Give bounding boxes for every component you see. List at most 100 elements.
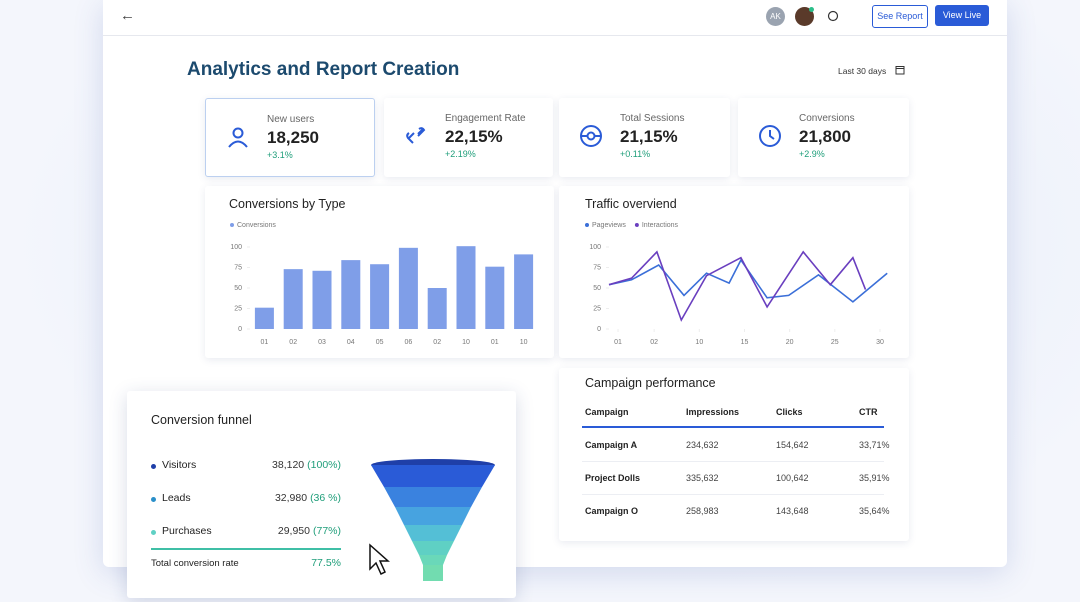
x-tick-label: 04 xyxy=(347,339,355,346)
view-live-button[interactable]: View Live xyxy=(935,5,989,26)
avatar[interactable]: AK xyxy=(766,7,785,26)
step-label: Visitors xyxy=(162,459,197,471)
kpi-value: 22,15% xyxy=(445,127,503,146)
kpi-value: 18,250 xyxy=(267,128,319,147)
table-cell: 35,64% xyxy=(859,506,890,516)
step-count: 32,980 xyxy=(274,492,308,504)
step-dot xyxy=(151,464,156,469)
bar-chart: 0 25 50 75 100 Conversions 01 02 03 04 05 06 02 10 01 1… xyxy=(230,222,534,346)
y-tick-label: 100 xyxy=(230,244,242,251)
y-tick-label: 25 xyxy=(234,305,242,312)
kpi-card: Total Sessions 21,15% +0.11% xyxy=(559,98,730,177)
x-tick-label: 01 xyxy=(491,339,499,346)
back-button[interactable]: ← xyxy=(120,7,135,24)
line-series xyxy=(608,258,888,303)
table-cell: 335,632 xyxy=(686,473,719,483)
kpi-label: Total Sessions xyxy=(620,113,685,124)
kpi-change: +2.19% xyxy=(445,149,476,159)
step-count: 29,950 xyxy=(277,525,310,537)
y-tick-label: 75 xyxy=(593,264,601,271)
funnel-card: Conversion funnel Total conversion rate … xyxy=(127,391,516,598)
table-cell: 258,983 xyxy=(686,506,719,516)
kpi-label: Engagement Rate xyxy=(445,113,526,124)
campaign-card: Campaign performance Campaign Impressions… xyxy=(559,368,909,541)
x-tick-label: 06 xyxy=(405,339,413,346)
kpi-icon xyxy=(226,125,250,149)
x-tick-label: 03 xyxy=(318,339,326,346)
x-tick-label: 10 xyxy=(695,339,703,346)
legend-label: Conversions xyxy=(237,222,276,229)
see-report-button[interactable]: See Report xyxy=(872,5,928,28)
table-cell: 33,71% xyxy=(859,440,890,450)
status-dot xyxy=(809,7,814,12)
step-label: Leads xyxy=(162,492,191,504)
table-cell: 234,632 xyxy=(686,440,719,450)
kpi-value: 21,800 xyxy=(799,127,851,146)
table-cell: 143,648 xyxy=(776,506,809,516)
y-tick-label: 100 xyxy=(589,244,601,251)
card-title: Traffic overviend xyxy=(585,197,677,211)
step-values: 29,950 (77%) xyxy=(237,525,341,537)
calendar-icon[interactable] xyxy=(894,64,906,76)
line-series xyxy=(608,250,867,322)
step-percent: (100%) xyxy=(307,459,341,471)
kpi-card: Conversions 21,800 +2.9% xyxy=(738,98,909,177)
x-tick-label: 10 xyxy=(520,339,528,346)
row-divider xyxy=(582,461,884,462)
traffic-card: Traffic overviend 0 25 50 75 100 Pageviews Int… xyxy=(559,186,909,358)
campaign-name: Project Dolls xyxy=(585,473,641,483)
date-range[interactable]: Last 30 days xyxy=(838,66,887,76)
campaign-name: Campaign O xyxy=(585,506,639,516)
kpi-card: Engagement Rate 22,15% +2.19% xyxy=(384,98,553,177)
step-percent: (77%) xyxy=(312,525,341,537)
kpi-icon xyxy=(579,124,603,148)
kpi-icon xyxy=(404,124,428,148)
avatar-photo[interactable] xyxy=(795,7,814,26)
header-underline xyxy=(582,426,884,428)
step-values: 32,980 (36 %) xyxy=(237,492,341,504)
legend-dot xyxy=(634,223,639,227)
row-divider xyxy=(582,494,884,495)
x-tick-label: 01 xyxy=(614,339,622,346)
column-header: Clicks xyxy=(776,407,803,417)
bar xyxy=(283,269,303,329)
total-label: Total conversion rate xyxy=(151,558,239,569)
page-title: Analytics and Report Creation xyxy=(187,59,460,80)
x-tick-label: 05 xyxy=(376,339,384,346)
y-tick-label: 25 xyxy=(593,305,601,312)
table-cell: 35,91% xyxy=(859,473,890,483)
card-title: Conversion funnel xyxy=(151,413,252,427)
bar xyxy=(456,246,476,329)
topbar-divider xyxy=(103,35,1007,36)
step-dot xyxy=(151,497,156,502)
step-label: Purchases xyxy=(162,525,212,537)
kpi-card: New users 18,250 +3.1% xyxy=(205,98,375,177)
column-header: CTR xyxy=(859,407,878,417)
chat-icon[interactable] xyxy=(827,10,839,22)
x-tick-label: 02 xyxy=(433,339,441,346)
bar xyxy=(514,254,534,329)
column-header: Impressions xyxy=(686,407,740,417)
x-tick-label: 15 xyxy=(741,339,749,346)
x-tick-label: 20 xyxy=(786,339,794,346)
x-tick-label: 10 xyxy=(462,339,470,346)
bar xyxy=(398,247,418,329)
campaign-name: Campaign A xyxy=(585,440,638,450)
card-title: Campaign performance xyxy=(585,376,716,390)
step-count: 38,120 xyxy=(272,459,305,471)
step-percent: (36 %) xyxy=(310,492,341,504)
kpi-change: +3.1% xyxy=(267,150,293,160)
y-tick-label: 50 xyxy=(234,285,242,292)
x-tick-label: 02 xyxy=(650,339,658,346)
kpi-change: +0.11% xyxy=(620,149,651,159)
x-tick-label: 25 xyxy=(831,339,839,346)
table-cell: 154,642 xyxy=(776,440,809,450)
y-tick-label: 0 xyxy=(238,326,242,333)
legend-label: Pageviews xyxy=(592,222,626,229)
funnel-graphic xyxy=(371,459,495,581)
cursor xyxy=(369,543,390,576)
x-tick-label: 01 xyxy=(261,339,269,346)
bar xyxy=(341,260,361,329)
kpi-change: +2.9% xyxy=(799,149,825,159)
